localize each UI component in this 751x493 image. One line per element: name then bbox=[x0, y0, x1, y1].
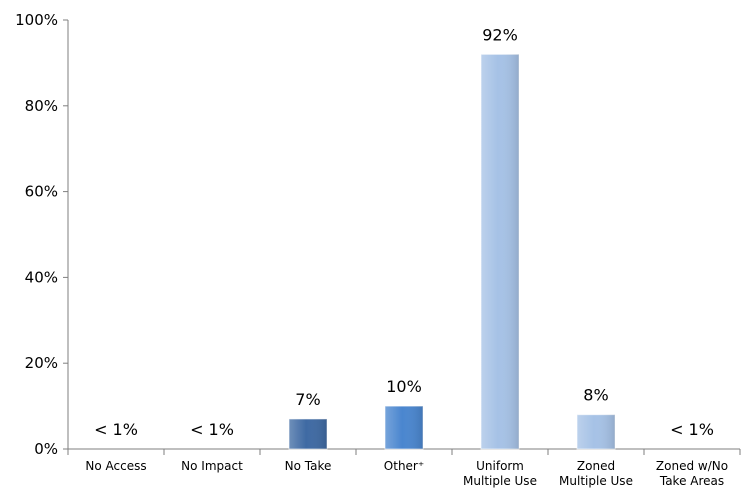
x-tick-label: Zoned w/No Take Areas bbox=[656, 459, 728, 488]
y-tick-label: 20% bbox=[25, 354, 58, 372]
y-tick-label: 80% bbox=[25, 97, 58, 115]
bar-shading bbox=[577, 414, 615, 449]
x-tick-label: No Access bbox=[85, 459, 146, 473]
x-tick-label: No Impact bbox=[181, 459, 243, 473]
y-tick-label: 0% bbox=[34, 440, 58, 458]
data-label: 92% bbox=[482, 25, 518, 44]
bar-shading bbox=[481, 54, 519, 449]
x-tick-label: Zoned Multiple Use bbox=[559, 459, 633, 488]
y-tick-label: 40% bbox=[25, 268, 58, 286]
x-axis: No Access No Impact No Take Other⁺ Uniform Mu… bbox=[67, 448, 741, 488]
data-label: 8% bbox=[583, 386, 608, 405]
y-axis: 0% 20% 40% 60% 80% 100% bbox=[15, 11, 69, 458]
data-label: < 1% bbox=[94, 420, 138, 439]
data-label: < 1% bbox=[190, 420, 234, 439]
y-tick-label: 60% bbox=[25, 183, 58, 201]
x-tick-label: Uniform Multiple Use bbox=[463, 459, 537, 488]
data-label: < 1% bbox=[670, 420, 714, 439]
y-tick-label: 100% bbox=[15, 11, 58, 29]
data-label: 7% bbox=[295, 390, 320, 409]
x-tick-label: Other⁺ bbox=[384, 459, 424, 473]
data-labels: < 1% < 1% 7% 10% 92% 8% < 1% bbox=[94, 25, 714, 439]
data-label: 10% bbox=[386, 377, 422, 396]
bar-shading bbox=[385, 406, 423, 449]
bar-shading bbox=[289, 418, 327, 449]
bars bbox=[288, 53, 616, 450]
x-tick-label: No Take bbox=[285, 459, 332, 473]
